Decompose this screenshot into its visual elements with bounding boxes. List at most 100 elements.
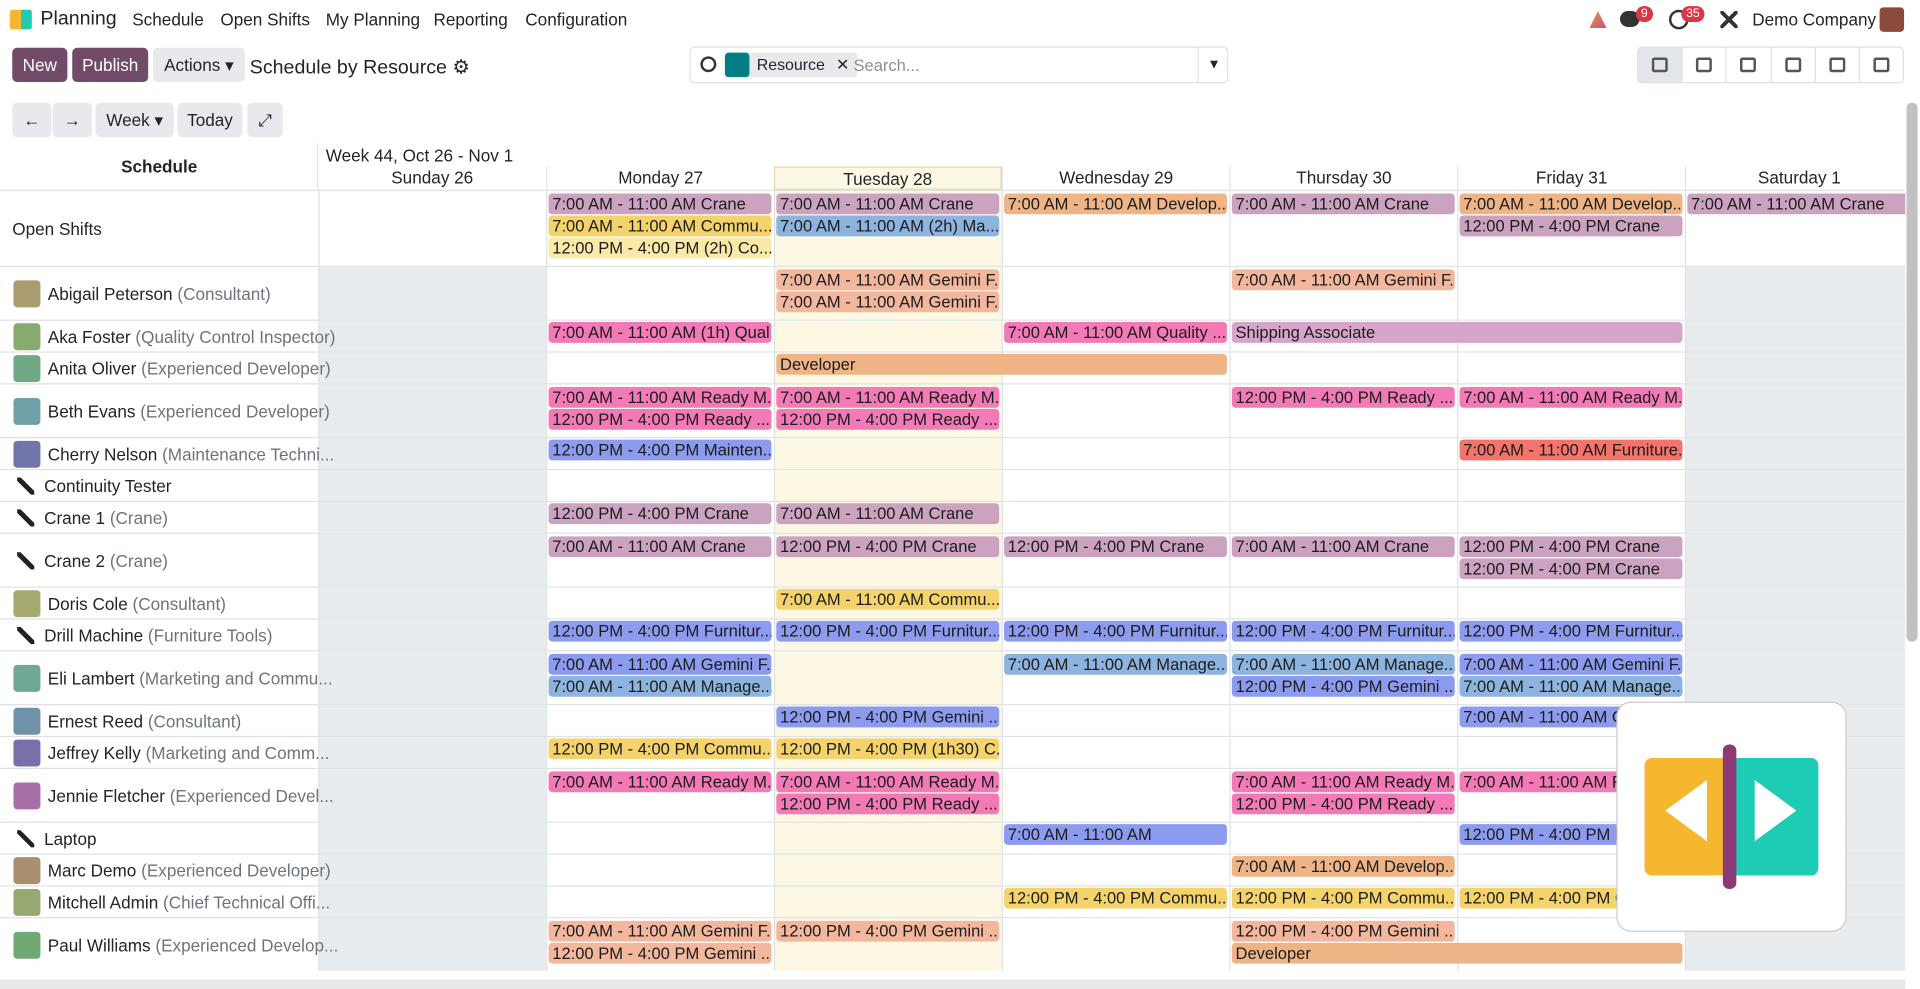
list-view[interactable] bbox=[1727, 47, 1772, 83]
shift[interactable]: 12:00 PM - 4:00 PM Commu... bbox=[1231, 887, 1455, 909]
search-toggle[interactable]: ▼ bbox=[1197, 47, 1230, 83]
user-avatar[interactable] bbox=[1879, 7, 1905, 32]
shift[interactable]: 7:00 AM - 11:00 AM Gemini F... bbox=[1459, 653, 1683, 675]
next-button[interactable]: → bbox=[52, 102, 92, 138]
shift[interactable]: 12:00 PM - 4:00 PM (2h) Co... bbox=[548, 237, 772, 259]
graph-view[interactable] bbox=[1860, 48, 1903, 82]
shift[interactable]: 7:00 AM - 11:00 AM bbox=[1004, 824, 1227, 845]
shift[interactable]: 7:00 AM - 11:00 AM Ready M... bbox=[1231, 771, 1455, 793]
shift[interactable]: 7:00 AM - 11:00 AM Quality ... bbox=[1004, 322, 1227, 343]
resource[interactable]: Jeffrey Kelly (Marketing and Comm... bbox=[48, 743, 330, 763]
pivot-view[interactable] bbox=[1816, 47, 1860, 83]
shift[interactable]: 7:00 AM - 11:00 AM Develop... bbox=[1004, 193, 1227, 215]
menu-item[interactable]: My Planning bbox=[325, 9, 421, 30]
shift[interactable]: 7:00 AM - 11:00 AM Ready M... bbox=[548, 386, 772, 408]
shift[interactable]: 7:00 AM - 11:00 AM Crane bbox=[1231, 193, 1455, 215]
shift[interactable]: Developer bbox=[1231, 942, 1683, 964]
shift[interactable]: 7:00 AM - 11:00 AM (2h) Ma... bbox=[776, 215, 1000, 237]
shift[interactable]: 12:00 PM - 4:00 PM Crane bbox=[1459, 558, 1683, 580]
resource[interactable]: Anita Oliver (Experienced Developer) bbox=[48, 359, 331, 379]
shift[interactable]: 7:00 AM - 11:00 AM Crane bbox=[1687, 193, 1906, 215]
resource[interactable]: Continuity Tester bbox=[44, 476, 171, 496]
today-button[interactable]: Today bbox=[177, 102, 243, 138]
shift[interactable]: 7:00 AM - 11:00 AM Crane bbox=[776, 193, 1000, 215]
settings-icon[interactable] bbox=[1720, 11, 1738, 29]
shift[interactable]: 12:00 PM - 4:00 PM Gemini ... bbox=[1231, 920, 1455, 942]
shift[interactable]: 7:00 AM - 11:00 AM Gemini F... bbox=[548, 920, 772, 942]
shift[interactable]: 12:00 PM - 4:00 PM Crane bbox=[1004, 536, 1227, 558]
resource[interactable]: Paul Williams (Experienced Develop... bbox=[48, 936, 339, 956]
search-placeholder[interactable]: Search... bbox=[853, 56, 920, 75]
gantt-view[interactable] bbox=[1638, 47, 1683, 83]
shift[interactable]: 12:00 PM - 4:00 PM Furnitur... bbox=[1004, 620, 1227, 642]
resource[interactable]: Abigail Peterson (Consultant) bbox=[48, 284, 271, 304]
shift[interactable]: 12:00 PM - 4:00 PM Commu... bbox=[1004, 887, 1227, 909]
shift[interactable]: 7:00 AM - 11:00 AM Gemini F... bbox=[776, 269, 1000, 291]
shift[interactable]: 7:00 AM - 11:00 AM Ready M... bbox=[548, 771, 772, 793]
shift[interactable]: 12:00 PM - 4:00 PM Crane bbox=[776, 536, 1000, 558]
shift[interactable]: 7:00 AM - 11:00 AM Ready M... bbox=[776, 386, 1000, 408]
shift[interactable]: 7:00 AM - 11:00 AM Gemini F... bbox=[548, 653, 772, 675]
resource[interactable]: Cherry Nelson (Maintenance Techni... bbox=[48, 444, 335, 464]
shift[interactable]: 7:00 AM - 11:00 AM Develop... bbox=[1459, 193, 1683, 215]
resource[interactable]: Mitchell Admin (Chief Technical Offi... bbox=[48, 893, 330, 913]
resource[interactable]: Jennie Fletcher (Experienced Devel... bbox=[48, 786, 334, 806]
resource[interactable]: Eli Lambert (Marketing and Commu... bbox=[48, 669, 333, 689]
shift[interactable]: 12:00 PM - 4:00 PM Furnitur... bbox=[548, 620, 772, 642]
shift[interactable]: 12:00 PM - 4:00 PM Crane bbox=[1459, 536, 1683, 558]
video-overlay[interactable] bbox=[1616, 701, 1847, 932]
shift[interactable]: 7:00 AM - 11:00 AM Crane bbox=[776, 503, 1000, 525]
shift[interactable]: 7:00 AM - 11:00 AM Furniture... bbox=[1459, 439, 1683, 461]
search-bar[interactable]: Resource ✕ Search... ▼ bbox=[689, 46, 1230, 84]
shift[interactable]: 7:00 AM - 11:00 AM Gemini F... bbox=[776, 291, 1000, 313]
shift[interactable]: Shipping Associate bbox=[1231, 322, 1683, 343]
app-name[interactable]: Planning bbox=[40, 8, 117, 30]
shift[interactable]: 7:00 AM - 11:00 AM Crane bbox=[548, 193, 772, 215]
shift[interactable]: 12:00 PM - 4:00 PM Mainten... bbox=[548, 439, 772, 461]
shift[interactable]: 7:00 AM - 11:00 AM Manage... bbox=[1004, 653, 1227, 675]
resource[interactable]: Doris Cole (Consultant) bbox=[48, 594, 226, 614]
menu-item[interactable]: Open Shifts bbox=[220, 9, 310, 30]
menu-item[interactable]: Reporting bbox=[433, 9, 508, 30]
publish-button[interactable]: Publish bbox=[72, 47, 149, 83]
shift[interactable]: 12:00 PM - 4:00 PM Commu... bbox=[548, 738, 772, 760]
shift[interactable]: 12:00 PM - 4:00 PM Furnitur... bbox=[1231, 620, 1455, 642]
shift[interactable]: 7:00 AM - 11:00 AM Commu... bbox=[548, 215, 772, 237]
shift[interactable]: 7:00 AM - 11:00 AM Ready M... bbox=[1459, 386, 1683, 408]
shift[interactable]: 12:00 PM - 4:00 PM Gemini ... bbox=[548, 942, 772, 964]
shift[interactable]: 7:00 AM - 11:00 AM Ready M... bbox=[776, 771, 1000, 793]
shift[interactable]: 12:00 PM - 4:00 PM Crane bbox=[1459, 215, 1683, 237]
shift[interactable]: 12:00 PM - 4:00 PM Crane bbox=[548, 503, 772, 525]
shift[interactable]: 12:00 PM - 4:00 PM Ready ... bbox=[776, 408, 1000, 430]
shift[interactable]: 12:00 PM - 4:00 PM Gemini ... bbox=[1231, 675, 1455, 697]
kanban-view[interactable] bbox=[1771, 47, 1816, 83]
expand-button[interactable]: ⤢ bbox=[247, 102, 283, 138]
resource[interactable]: Marc Demo (Experienced Developer) bbox=[48, 861, 331, 881]
shift[interactable]: 7:00 AM - 11:00 AM (1h) Qual... bbox=[548, 322, 772, 343]
company[interactable]: Demo Company bbox=[1752, 9, 1877, 30]
shift[interactable]: 12:00 PM - 4:00 PM Furnitur... bbox=[1459, 620, 1683, 642]
shift[interactable]: 7:00 AM - 11:00 AM Commu... bbox=[776, 588, 1000, 610]
resource[interactable]: Crane 2 (Crane) bbox=[44, 551, 168, 571]
shift[interactable]: 7:00 AM - 11:00 AM Crane bbox=[548, 536, 772, 558]
scale-button[interactable]: Week ▾ bbox=[95, 102, 174, 138]
shift[interactable]: 12:00 PM - 4:00 PM Ready ... bbox=[776, 793, 1000, 815]
messages-icon[interactable] bbox=[1620, 11, 1640, 27]
shift[interactable]: 12:00 PM - 4:00 PM Ready ... bbox=[1231, 793, 1455, 815]
resource[interactable]: Beth Evans (Experienced Developer) bbox=[48, 402, 330, 422]
ai-icon[interactable] bbox=[1589, 11, 1607, 29]
shift[interactable]: 12:00 PM - 4:00 PM Furnitur... bbox=[776, 620, 1000, 642]
shift[interactable]: 12:00 PM - 4:00 PM (1h30) C... bbox=[776, 738, 1000, 760]
shift[interactable]: 12:00 PM - 4:00 PM Gemini ... bbox=[776, 920, 1000, 942]
resource[interactable]: Drill Machine (Furniture Tools) bbox=[44, 626, 272, 646]
shift[interactable]: 7:00 AM - 11:00 AM Develop... bbox=[1231, 855, 1455, 877]
resource[interactable]: Ernest Reed (Consultant) bbox=[48, 711, 241, 731]
actions-button[interactable]: Actions ▾ bbox=[153, 47, 245, 83]
resource[interactable]: Crane 1 (Crane) bbox=[44, 508, 168, 528]
menu-item[interactable]: Schedule bbox=[132, 9, 204, 30]
shift[interactable]: 12:00 PM - 4:00 PM Ready ... bbox=[548, 408, 772, 430]
shift[interactable]: 12:00 PM - 4:00 PM Ready ... bbox=[1231, 386, 1455, 408]
menu-item[interactable]: Configuration bbox=[525, 9, 628, 30]
resource[interactable]: Laptop bbox=[44, 829, 96, 849]
resource[interactable]: Aka Foster (Quality Control Inspector) bbox=[48, 327, 336, 347]
